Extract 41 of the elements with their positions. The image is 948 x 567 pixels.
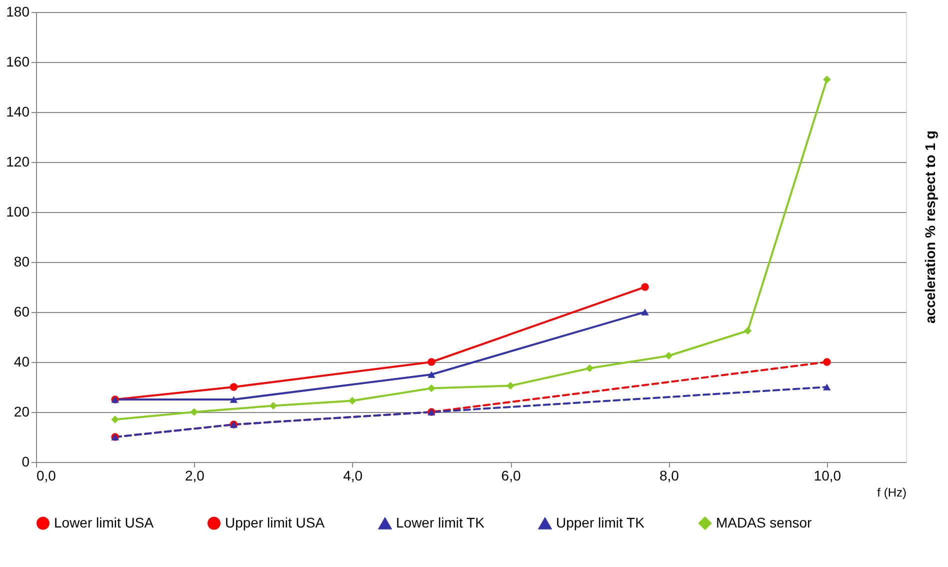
point	[744, 326, 752, 335]
point	[664, 352, 673, 360]
x-tick-label: 10,0	[814, 468, 842, 484]
legend-label: Lower limit TK	[396, 514, 486, 531]
y-tick-label: 100	[6, 204, 30, 220]
x-tick-label: 8,0	[659, 468, 680, 484]
x-tick-label: 2,0	[184, 468, 205, 484]
y-tick-label: 120	[6, 154, 30, 170]
y-tick-label: 40	[14, 354, 30, 370]
point	[428, 371, 436, 378]
point	[348, 396, 356, 405]
x-tick-label: 6,0	[501, 468, 521, 484]
y-tick-label: 140	[6, 104, 30, 120]
point	[586, 364, 594, 372]
y-tick-label: 180	[6, 4, 30, 20]
y-tick-label: 80	[14, 254, 30, 270]
y-tick-label: 20	[14, 404, 30, 420]
point	[269, 402, 278, 410]
x-tick-label: 0,0	[36, 468, 56, 484]
point	[428, 358, 436, 366]
y-tick-label: 160	[6, 54, 30, 70]
legend-label: Upper limit USA	[225, 514, 326, 530]
point	[823, 358, 831, 366]
y-tick-label: 60	[14, 304, 30, 320]
legend-label: MADAS sensor	[716, 514, 812, 530]
legend-label: Upper limit TK	[556, 514, 646, 531]
point	[641, 283, 649, 291]
point	[428, 384, 436, 392]
point	[230, 383, 238, 391]
legend-label: Lower limit USA	[54, 514, 154, 530]
y-axis-title: acceleration % respect to 1 g	[922, 130, 938, 324]
point	[823, 76, 831, 84]
point	[190, 408, 198, 416]
point	[823, 384, 831, 390]
point	[230, 396, 238, 403]
y-tick-label: 0	[22, 454, 30, 470]
x-tick-label: 4,0	[343, 468, 363, 484]
x-axis-title: f (Hz)	[877, 486, 906, 500]
point	[641, 308, 649, 316]
point	[111, 416, 119, 424]
point	[506, 382, 514, 390]
